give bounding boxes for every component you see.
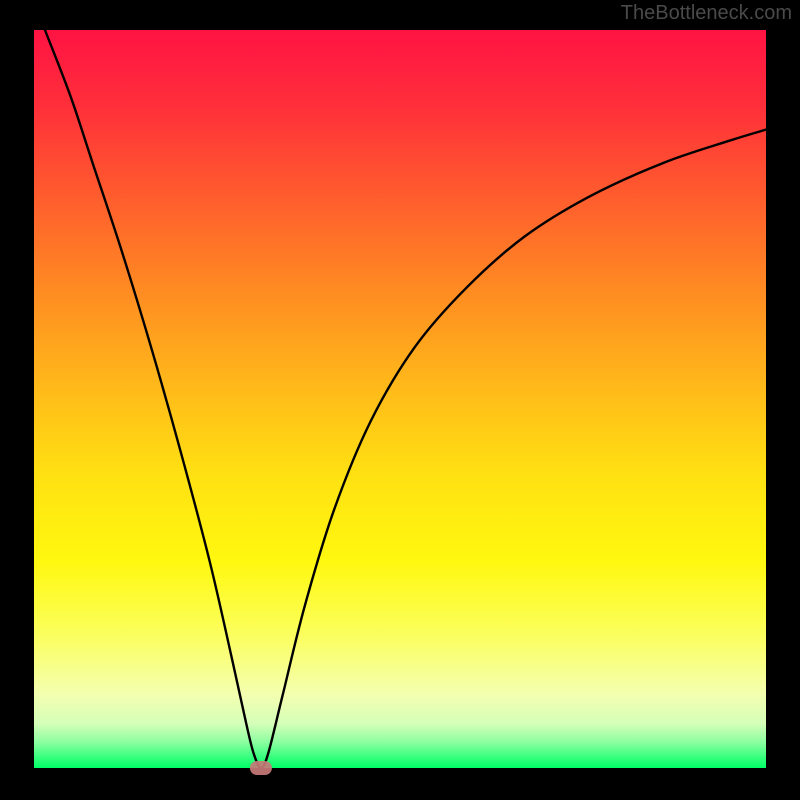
min-marker [250, 761, 272, 775]
watermark-text: TheBottleneck.com [621, 2, 792, 25]
bottleneck-chart [0, 0, 800, 800]
plot-background [34, 30, 766, 768]
